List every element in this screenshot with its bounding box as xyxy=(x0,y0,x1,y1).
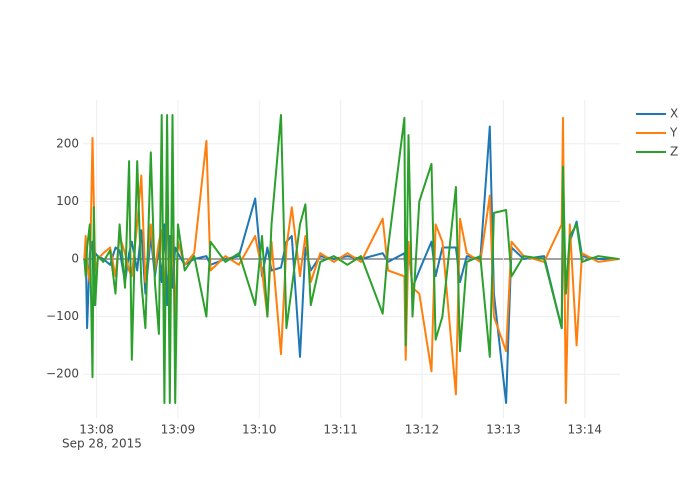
series-line xyxy=(83,114,619,404)
y-tick-label: 100 xyxy=(56,194,79,208)
legend-label: Y xyxy=(669,126,678,140)
x-date-label: Sep 28, 2015 xyxy=(62,437,142,451)
legend-label: X xyxy=(670,107,678,121)
x-tick-label: 13:14 xyxy=(567,423,602,437)
y-tick-label: −200 xyxy=(46,367,79,381)
y-tick-label: −100 xyxy=(46,309,79,323)
x-tick-label: 13:10 xyxy=(242,423,277,437)
legend-label: Z xyxy=(670,145,678,159)
y-tick-label: 200 xyxy=(56,136,79,150)
x-tick-label: 13:13 xyxy=(486,423,521,437)
x-tick-label: 13:12 xyxy=(405,423,440,437)
x-tick-label: 13:08 xyxy=(79,423,114,437)
x-tick-label: 13:11 xyxy=(323,423,358,437)
y-tick-label: 0 xyxy=(71,252,79,266)
x-tick-label: 13:09 xyxy=(161,423,196,437)
series-line xyxy=(83,125,619,404)
